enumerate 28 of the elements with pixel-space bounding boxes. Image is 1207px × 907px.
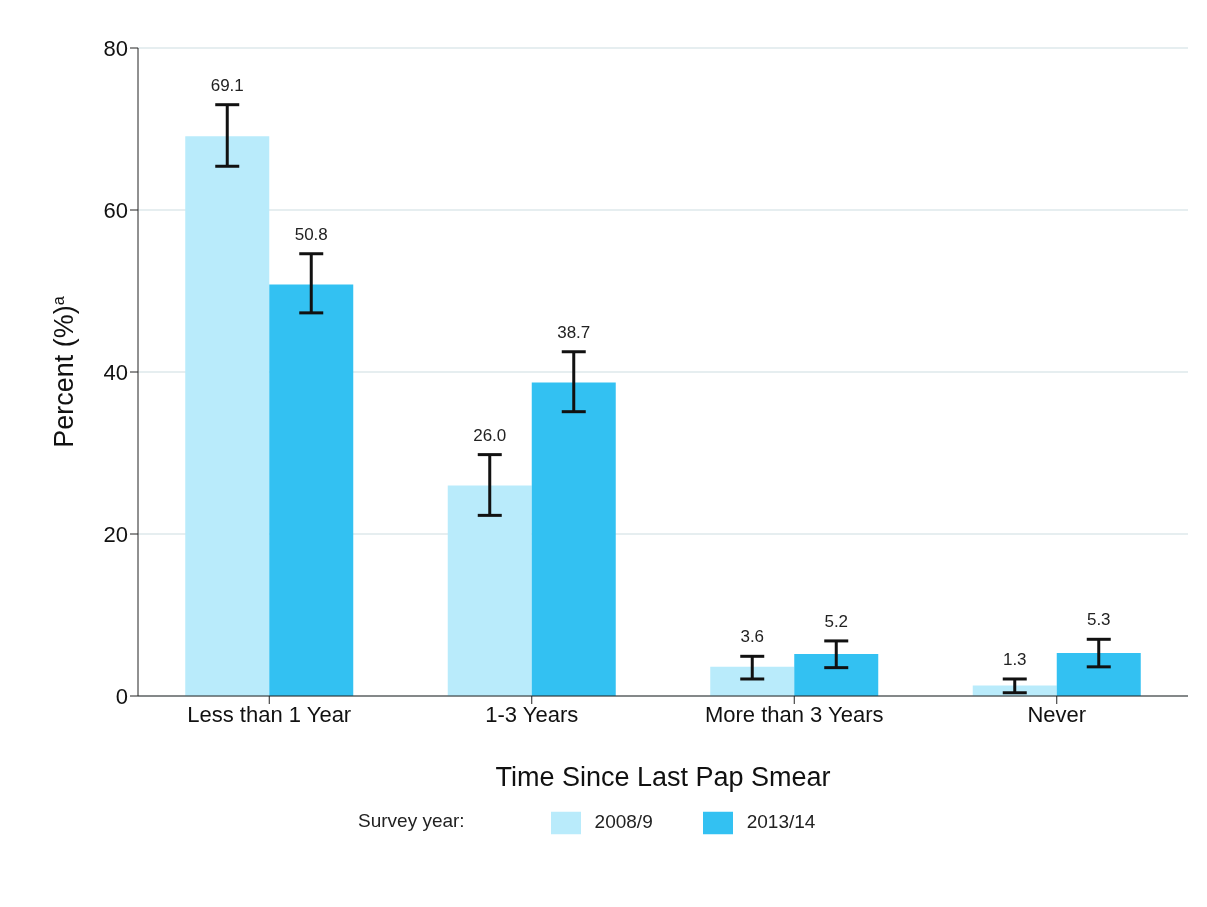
bar: [269, 284, 354, 696]
data-label: 1.3: [1002, 649, 1027, 669]
y-tick-label: 40: [103, 359, 128, 385]
data-label: 69.1: [210, 75, 244, 95]
bar: [447, 485, 532, 696]
data-label: 38.7: [557, 322, 591, 342]
x-tick-label: More than 3 Years: [704, 701, 884, 727]
legend-label: 2013/14: [746, 811, 816, 833]
y-tick-label: 0: [115, 683, 128, 709]
legend-label: 2008/9: [594, 811, 653, 833]
data-label: 50.8: [294, 224, 328, 244]
y-tick-label: 80: [103, 35, 128, 61]
y-tick-label: 60: [103, 197, 128, 223]
bar: [185, 136, 270, 696]
bar: [794, 653, 879, 696]
legend-title: Survey year:: [358, 810, 465, 832]
data-label: 3.6: [740, 627, 765, 647]
data-label: 5.3: [1086, 610, 1111, 630]
bar: [531, 382, 616, 696]
bar: [710, 666, 795, 696]
x-tick-label: Less than 1 Year: [187, 701, 352, 727]
bar: [1056, 653, 1141, 696]
y-tick-label: 20: [103, 521, 128, 547]
x-axis-title: Time Since Last Pap Smear: [495, 762, 831, 792]
data-label: 26.0: [473, 425, 507, 445]
data-label: 5.2: [824, 611, 849, 631]
x-tick-label: 1-3 Years: [485, 701, 579, 727]
x-tick-label: Never: [1027, 701, 1087, 727]
